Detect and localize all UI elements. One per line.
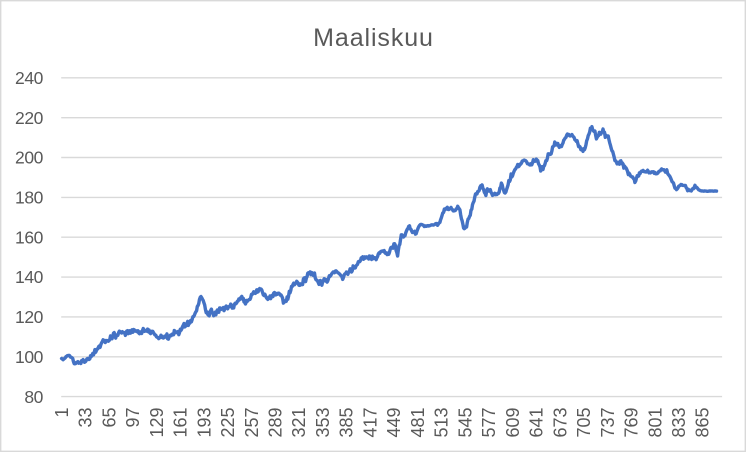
svg-text:769: 769 bbox=[622, 408, 642, 438]
svg-text:417: 417 bbox=[360, 408, 380, 438]
svg-text:513: 513 bbox=[432, 408, 452, 438]
svg-text:737: 737 bbox=[598, 408, 618, 438]
svg-text:641: 641 bbox=[527, 408, 547, 438]
svg-text:609: 609 bbox=[503, 408, 523, 438]
svg-text:673: 673 bbox=[550, 408, 570, 438]
svg-text:140: 140 bbox=[15, 267, 44, 287]
svg-text:65: 65 bbox=[99, 408, 119, 428]
svg-text:97: 97 bbox=[123, 408, 143, 428]
svg-text:705: 705 bbox=[574, 408, 594, 438]
svg-text:449: 449 bbox=[384, 408, 404, 438]
svg-text:545: 545 bbox=[455, 408, 475, 438]
svg-text:257: 257 bbox=[242, 408, 262, 438]
svg-text:220: 220 bbox=[15, 108, 44, 128]
svg-text:1: 1 bbox=[52, 408, 72, 418]
svg-text:385: 385 bbox=[337, 408, 357, 438]
svg-text:200: 200 bbox=[15, 148, 44, 168]
svg-text:100: 100 bbox=[15, 347, 44, 367]
svg-text:865: 865 bbox=[693, 408, 713, 438]
svg-text:321: 321 bbox=[289, 408, 309, 438]
svg-text:240: 240 bbox=[15, 68, 44, 88]
svg-text:833: 833 bbox=[669, 408, 689, 438]
svg-text:129: 129 bbox=[147, 408, 167, 438]
svg-text:180: 180 bbox=[15, 188, 44, 208]
svg-text:577: 577 bbox=[479, 408, 499, 438]
svg-text:33: 33 bbox=[76, 408, 96, 428]
svg-text:225: 225 bbox=[218, 408, 238, 438]
svg-text:80: 80 bbox=[24, 387, 43, 407]
svg-text:801: 801 bbox=[645, 408, 665, 438]
svg-text:120: 120 bbox=[15, 307, 44, 327]
svg-text:353: 353 bbox=[313, 408, 333, 438]
svg-text:160: 160 bbox=[15, 227, 44, 247]
svg-text:481: 481 bbox=[408, 408, 428, 438]
svg-text:161: 161 bbox=[171, 408, 191, 438]
svg-text:Maaliskuu: Maaliskuu bbox=[313, 24, 434, 52]
svg-text:289: 289 bbox=[266, 408, 286, 438]
svg-text:193: 193 bbox=[194, 408, 214, 438]
